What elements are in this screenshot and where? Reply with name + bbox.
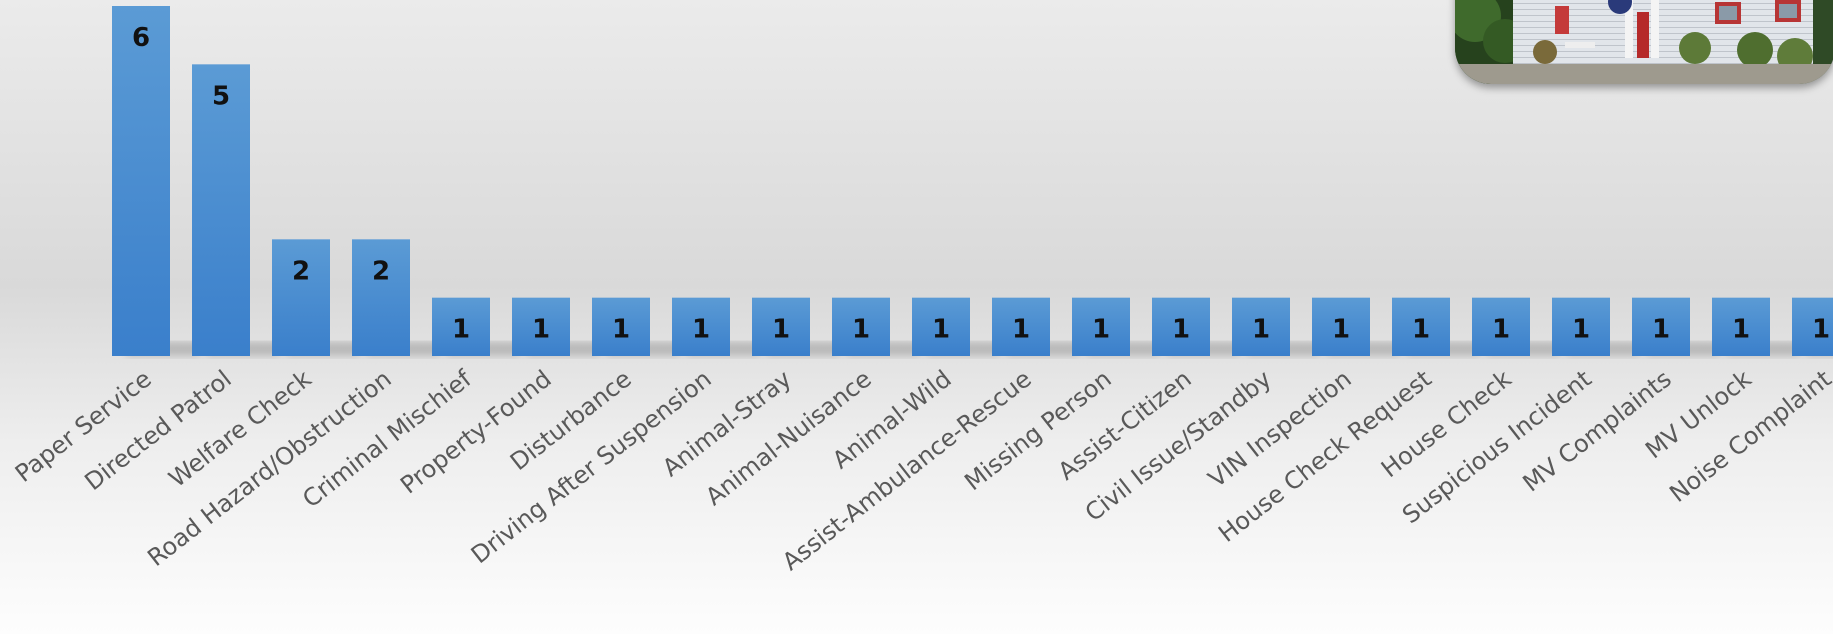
bar-value-label: 1 (1572, 315, 1590, 345)
bar-value-label: 1 (692, 315, 710, 345)
bar-7 (672, 297, 730, 356)
bar-value-label: 1 (612, 315, 630, 345)
bar-value-label: 1 (1092, 315, 1110, 345)
bar-13 (1152, 297, 1210, 356)
bar-11 (992, 297, 1050, 356)
bar-value-label: 1 (1172, 315, 1190, 345)
bar-17 (1472, 297, 1530, 356)
bar-value-label: 1 (1812, 315, 1830, 345)
bar-value-label: 1 (532, 315, 550, 345)
bar-0 (112, 6, 170, 356)
bar-value-label: 1 (1012, 315, 1030, 345)
bar-value-label: 1 (1412, 315, 1430, 345)
bar-16 (1392, 297, 1450, 356)
bar-value-label: 1 (1652, 315, 1670, 345)
bar-8 (752, 297, 810, 356)
bar-12 (1072, 297, 1130, 356)
bar-value-label: 1 (852, 315, 870, 345)
bar-15 (1312, 297, 1370, 356)
bar-value-label: 1 (772, 315, 790, 345)
bar-value-label: 1 (1492, 315, 1510, 345)
category-label: Directed Patrol (79, 365, 236, 496)
bar-2 (272, 239, 330, 356)
bar-21 (1792, 297, 1833, 356)
bar-10 (912, 297, 970, 356)
category-label: Assist-Citizen (1053, 365, 1197, 486)
bar-value-label: 1 (1332, 315, 1350, 345)
bar-6 (592, 297, 650, 356)
category-label: Missing Person (959, 365, 1116, 497)
bar-4 (432, 297, 490, 356)
category-label: Paper Service (10, 365, 157, 488)
bar-value-label: 1 (1252, 315, 1270, 345)
bar-value-label: 2 (292, 256, 310, 286)
bar-5 (512, 297, 570, 356)
bar-18 (1552, 297, 1610, 356)
police-station-photo (1455, 0, 1833, 84)
bar-1 (192, 64, 250, 356)
bar-value-label: 1 (1732, 315, 1750, 345)
bar-value-label: 5 (212, 81, 230, 111)
bar-3 (352, 239, 410, 356)
bar-14 (1232, 297, 1290, 356)
bar-value-label: 1 (452, 315, 470, 345)
bar-value-label: 2 (372, 256, 390, 286)
bar-19 (1632, 297, 1690, 356)
bar-value-label: 1 (932, 315, 950, 345)
bar-9 (832, 297, 890, 356)
bar-value-label: 6 (132, 23, 150, 53)
bar-20 (1712, 297, 1770, 356)
